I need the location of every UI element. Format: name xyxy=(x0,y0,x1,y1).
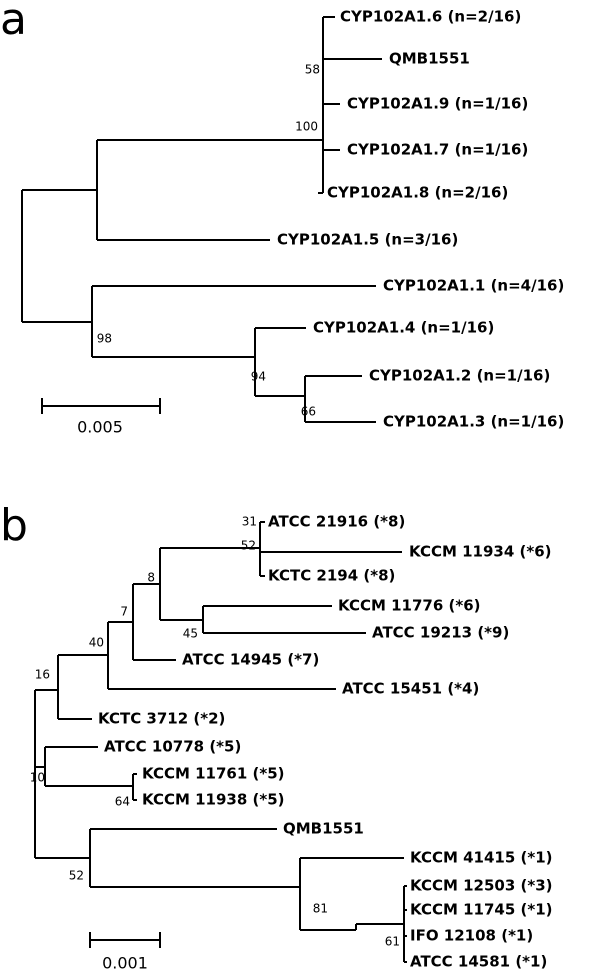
bootstrap: 61 xyxy=(385,935,400,949)
bootstrap: 94 xyxy=(251,370,266,384)
leaf-label: ATCC 14581 (*1) xyxy=(410,953,547,971)
bootstrap: 45 xyxy=(183,627,198,641)
leaf-label: CYP102A1.4 (n=1/16) xyxy=(313,319,494,337)
leaf-label: QMB1551 xyxy=(283,820,364,838)
leaf-label: KCTC 2194 (*8) xyxy=(268,567,395,585)
scale-bar xyxy=(41,398,161,414)
leaf-label: ATCC 21916 (*8) xyxy=(268,513,405,531)
bootstrap: 81 xyxy=(313,902,328,916)
leaf-label: CYP102A1.8 (n=2/16) xyxy=(327,184,508,202)
bootstrap: 52 xyxy=(241,539,256,553)
bootstrap: 58 xyxy=(305,63,320,77)
leaf-label: CYP102A1.5 (n=3/16) xyxy=(277,231,458,249)
leaf-label: IFO 12108 (*1) xyxy=(410,927,533,945)
leaf-label: KCCM 41415 (*1) xyxy=(410,849,553,867)
bootstrap: 31 xyxy=(242,515,257,529)
leaf-label: ATCC 14945 (*7) xyxy=(182,651,319,669)
leaf-label: CYP102A1.6 (n=2/16) xyxy=(340,8,521,26)
bootstrap: 100 xyxy=(295,120,318,134)
bootstrap: 8 xyxy=(147,571,155,585)
tree-a xyxy=(21,16,382,423)
bootstrap: 40 xyxy=(89,636,104,650)
leaf-label: KCCM 11745 (*1) xyxy=(410,901,553,919)
leaf-label: QMB1551 xyxy=(389,50,470,68)
leaf-label: KCCM 11934 (*6) xyxy=(409,543,552,561)
leaf-label: KCCM 11938 (*5) xyxy=(142,791,285,809)
bootstrap: 98 xyxy=(97,332,112,346)
scale-label: 0.005 xyxy=(77,418,123,437)
leaf-label: KCTC 3712 (*2) xyxy=(98,710,225,728)
bootstrap: 64 xyxy=(115,795,130,809)
leaf-label: CYP102A1.1 (n=4/16) xyxy=(383,277,564,295)
leaf-label: CYP102A1.3 (n=1/16) xyxy=(383,413,564,431)
scale-bar xyxy=(89,932,161,948)
leaf-label: ATCC 10778 (*5) xyxy=(104,738,241,756)
bootstrap: 66 xyxy=(301,405,316,419)
leaf-label: ATCC 15451 (*4) xyxy=(342,680,479,698)
panel-label: b xyxy=(0,500,28,551)
leaf-label: KCCM 12503 (*3) xyxy=(410,877,553,895)
leaf-label: KCCM 11776 (*6) xyxy=(338,597,481,615)
bootstrap: 7 xyxy=(120,605,128,619)
scale-label: 0.001 xyxy=(102,954,148,973)
leaf-label: CYP102A1.7 (n=1/16) xyxy=(347,141,528,159)
leaf-label: CYP102A1.2 (n=1/16) xyxy=(369,367,550,385)
bootstrap: 52 xyxy=(69,869,84,883)
leaf-label: CYP102A1.9 (n=1/16) xyxy=(347,95,528,113)
panel-label: a xyxy=(0,0,27,45)
leaf-label: ATCC 19213 (*9) xyxy=(372,624,509,642)
tree-b xyxy=(34,521,407,963)
bootstrap: 10 xyxy=(30,771,45,785)
bootstrap: 16 xyxy=(35,668,50,682)
leaf-label: KCCM 11761 (*5) xyxy=(142,765,285,783)
